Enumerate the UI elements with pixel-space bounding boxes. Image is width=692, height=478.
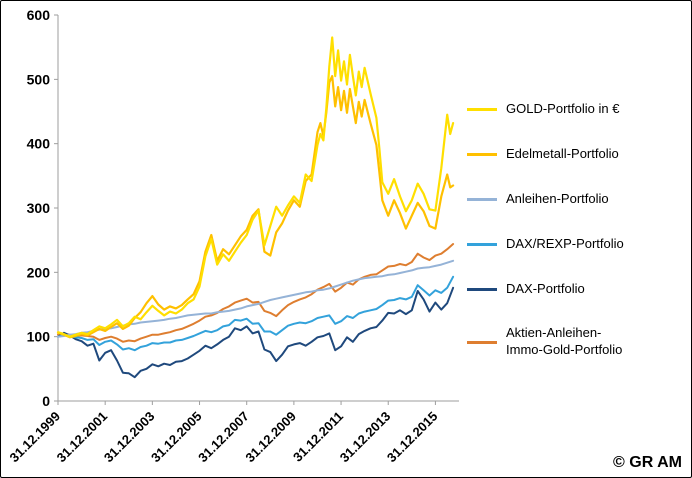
legend-swatch-dax-rexp [467,242,497,246]
legend-label-dax: DAX-Portfolio [506,280,585,296]
series-line-dax-rexp [57,275,455,352]
legend: GOLD-Portfolio in € Edelmetall-Portfolio A… [467,101,689,387]
legend-item-dax: DAX-Portfolio [467,281,689,298]
legend-label-gold: GOLD-Portfolio in € [506,101,620,116]
legend-label-edelmetall: Edelmetall-Portfolio [506,145,619,161]
series-line-anleihen [57,259,455,338]
legend-item-mixed: Aktien-Anleihen- Immo-Gold-Portfolio [467,325,689,359]
legend-label-mixed: Aktien-Anleihen- Immo-Gold-Portfolio [506,325,623,358]
series-line-edelmetall [56,74,455,339]
legend-swatch-anleihen [467,197,497,201]
legend-swatch-edelmetall [467,152,497,156]
y-tick-label: 100 [27,329,51,345]
legend-item-gold: GOLD-Portfolio in € [467,101,689,118]
y-tick-label: 300 [27,200,51,216]
series-line-dax [57,286,455,379]
legend-swatch-mixed [467,340,497,344]
y-tick-label: 0 [42,393,50,409]
y-tick-label: 200 [27,264,51,280]
legend-swatch-gold [467,107,497,111]
x-tick-label: 31.12.2015 [384,409,441,466]
y-tick-label: 500 [27,71,51,87]
y-tick-label: 400 [27,136,51,152]
x-tick-label: 31.12.2009 [242,409,299,466]
legend-item-anleihen: Anleihen-Portfolio [467,191,689,208]
series-line-gold [56,36,455,338]
legend-item-dax-rexp: DAX/REXP-Portfolio [467,236,689,253]
chart-canvas: 010020030040050060031.12.199931.12.20013… [6,7,459,466]
legend-label-dax-rexp: DAX/REXP-Portfolio [506,235,624,251]
legend-label-anleihen: Anleihen-Portfolio [506,190,609,206]
legend-item-edelmetall: Edelmetall-Portfolio [467,146,689,163]
legend-swatch-dax [467,287,497,291]
series-line-mixed [57,243,455,343]
copyright-label: © GR AM [613,454,682,471]
y-tick-label: 600 [27,7,51,23]
